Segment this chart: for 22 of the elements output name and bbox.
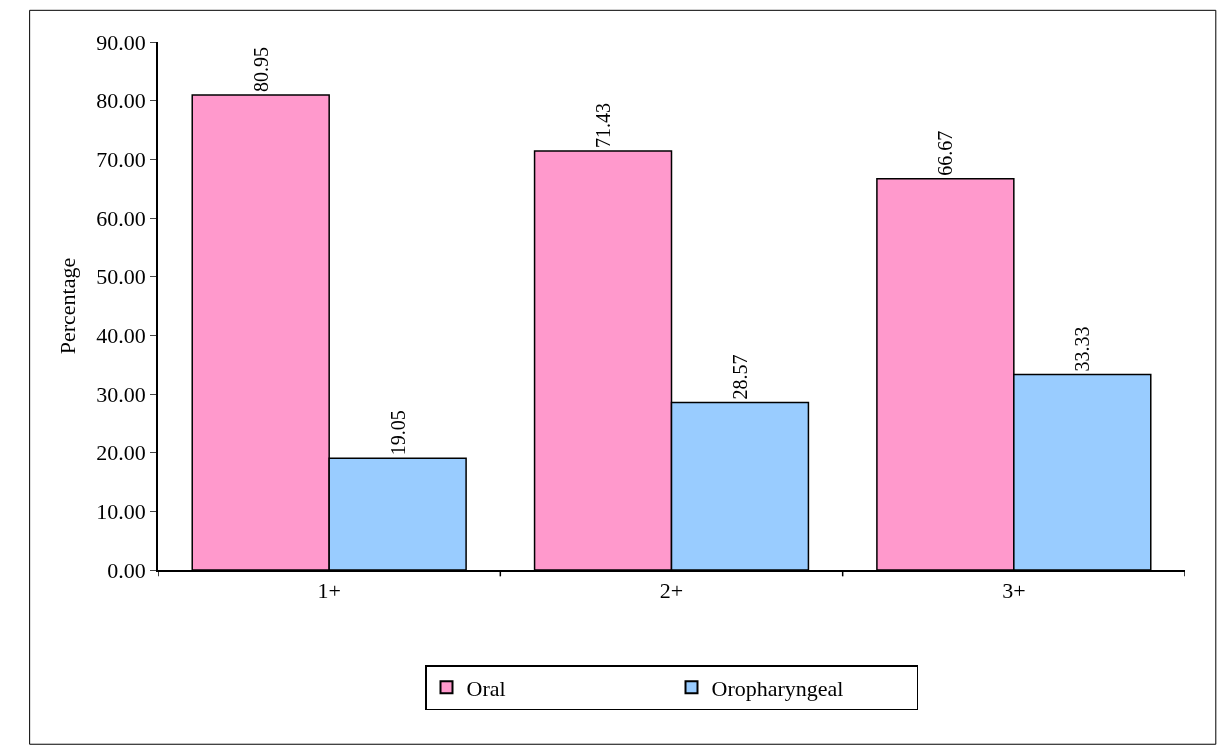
data-label: 33.33 [1071, 326, 1094, 372]
y-tick-label: 70.00 [96, 147, 146, 173]
x-tick-label: 3+ [1002, 578, 1026, 604]
y-tick-label: 50.00 [96, 264, 146, 290]
y-tick-label: 30.00 [96, 381, 146, 407]
y-tick-label: 20.00 [96, 440, 146, 466]
legend-label: Oropharyngeal [711, 675, 844, 701]
data-label: 80.95 [249, 47, 272, 93]
data-label: 66.67 [934, 130, 957, 176]
x-tick-label: 2+ [659, 578, 684, 604]
data-label: 28.57 [728, 354, 751, 400]
y-tick-label: 90.00 [96, 29, 146, 55]
data-label: 71.43 [592, 102, 615, 148]
y-tick-label: 40.00 [96, 323, 146, 349]
y-tick-label: 80.00 [96, 88, 146, 114]
y-tick-label: 0.00 [107, 557, 146, 583]
legend-label: Oral [466, 675, 506, 701]
y-axis-title: Percentage [54, 257, 80, 355]
y-tick-label: 60.00 [96, 205, 146, 231]
data-label: 19.05 [386, 410, 409, 456]
x-tick-label: 1+ [317, 578, 341, 604]
y-tick-label: 10.00 [96, 499, 146, 525]
